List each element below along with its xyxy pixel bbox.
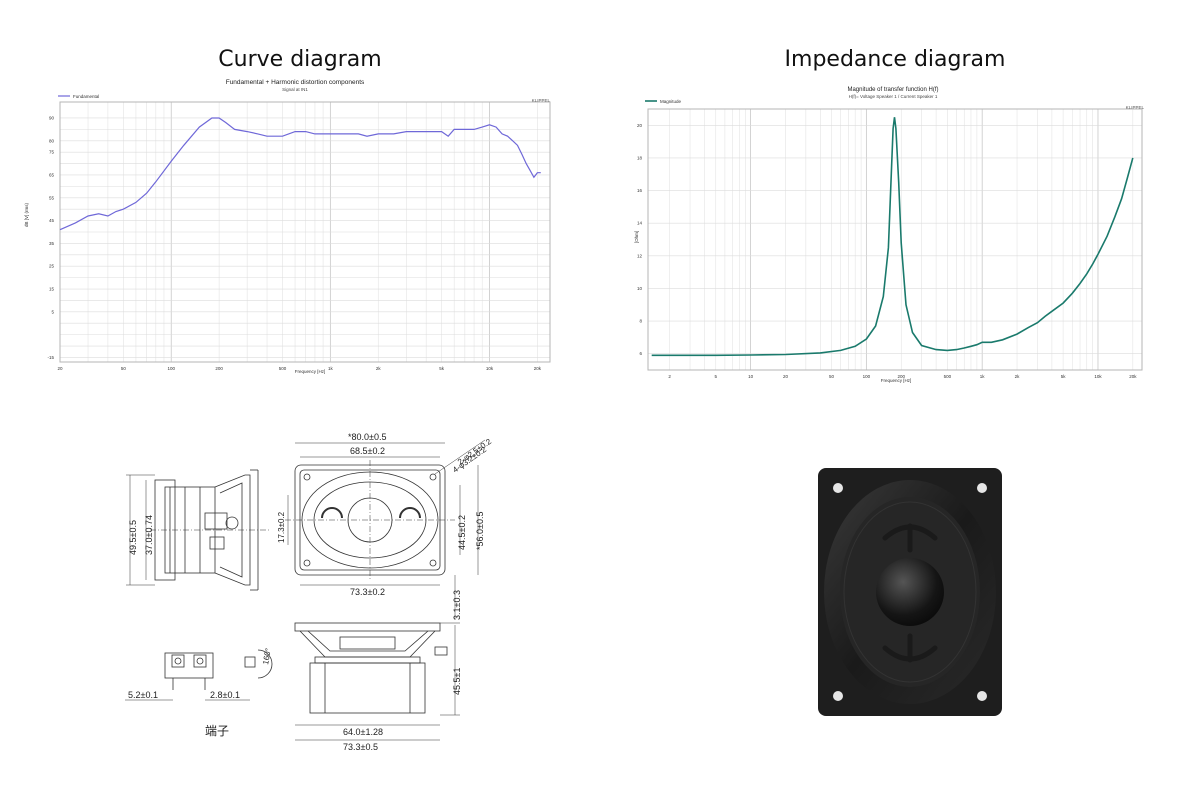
- x-tick-label: 5: [714, 374, 717, 379]
- y-tick-label: 8: [639, 319, 642, 324]
- y-tick-label: 20: [637, 123, 643, 128]
- series-line-magnitude: [651, 117, 1134, 357]
- top-view: [285, 439, 486, 586]
- speaker-photo: [818, 468, 1002, 716]
- x-tick-label: 100: [167, 366, 175, 371]
- frequency-response-chart: 20 50 100 200 500 1k 2k 5k 10k 20k 90 80 75 65 55 45 35 2…: [20, 75, 560, 375]
- y-tick-label: 6: [639, 351, 642, 356]
- mount-hole: [977, 691, 987, 701]
- y-tick-label: 12: [637, 253, 643, 258]
- chart-grid: [59, 102, 550, 362]
- mount-hole: [833, 483, 843, 493]
- dim-width-68: 68.5±0.2: [350, 446, 385, 456]
- dim-44: 44.5±0.2: [457, 515, 467, 550]
- front-view: [294, 575, 460, 741]
- dim-terminal-2-8: 2.8±0.1: [210, 690, 240, 700]
- x-tick-label: 50: [121, 366, 127, 371]
- x-tick-label: 100: [863, 374, 871, 379]
- x-axis-label: Frequency [Hz]: [881, 378, 912, 383]
- x-axis-label: Frequency [Hz]: [295, 369, 326, 374]
- impedance-diagram-title: Impedance diagram: [784, 47, 1006, 72]
- dim-17: 17.3±0.2: [277, 511, 286, 543]
- terminal-drawing: [125, 649, 273, 701]
- x-tick-label: 1k: [328, 366, 334, 371]
- y-tick-label: 75: [49, 150, 55, 155]
- x-tick-label: 10k: [1094, 374, 1102, 379]
- legend-label: Fundamental: [73, 94, 99, 99]
- plot-frame: [647, 108, 1143, 371]
- x-tick-label: 200: [215, 366, 223, 371]
- curve-diagram-title: Curve diagram: [218, 47, 382, 72]
- y-tick-label: 10: [637, 286, 643, 291]
- x-tick-label: 2k: [1015, 374, 1021, 379]
- chart-brand: KLIPPEL: [1126, 105, 1145, 110]
- y-tick-label: 25: [49, 264, 55, 269]
- dim-56: *56.0±0.5: [475, 512, 485, 550]
- x-tick-label: 20k: [1129, 374, 1137, 379]
- x-tick-label: 200: [897, 374, 905, 379]
- dim-3-1: 3.1±0.3: [452, 590, 462, 620]
- y-axis-label: [Ohm]: [634, 231, 639, 243]
- chart-background: [618, 82, 1152, 387]
- x-tick-label: 500: [279, 366, 287, 371]
- terminal-label: 端子: [205, 724, 229, 738]
- y-tick-label: 35: [49, 241, 55, 246]
- x-tick-label: 20: [783, 374, 789, 379]
- x-tick-label: 20k: [534, 366, 542, 371]
- dim-terminal-5-2: 5.2±0.1: [128, 690, 158, 700]
- dust-cap: [876, 558, 944, 626]
- x-tick-label: 10k: [486, 366, 494, 371]
- y-tick-label: 15: [49, 287, 55, 292]
- mount-hole: [833, 691, 843, 701]
- y-tick-label: 65: [49, 172, 55, 177]
- tick-labels: 2 5 10 20 50 100 200 500 1k 2k 5k 10k 20k 6 8 10 12 14 16 1…: [637, 123, 1137, 379]
- chart-background: [20, 75, 560, 375]
- y-tick-label: 14: [637, 221, 643, 226]
- plot-frame: [59, 101, 551, 363]
- y-tick-label: 45: [49, 218, 55, 223]
- y-tick-label: 16: [637, 188, 643, 193]
- x-tick-label: 10: [748, 374, 754, 379]
- dim-49: 49.5±0.5: [128, 520, 138, 555]
- x-tick-label: 50: [829, 374, 835, 379]
- dim-64: 64.0±1.28: [343, 727, 383, 737]
- dim-45: 45.5±1: [452, 668, 462, 695]
- legend-label: Magnitude: [660, 99, 682, 104]
- dim-angle: 160°: [261, 647, 273, 665]
- side-view: [126, 469, 270, 591]
- x-tick-label: 1k: [980, 374, 986, 379]
- chart-title: Fundamental + Harmonic distortion compon…: [226, 79, 365, 86]
- y-tick-label: 90: [49, 115, 55, 120]
- tick-labels: 20 50 100 200 500 1k 2k 5k 10k 20k 90 80 75 65 55 45 35 2…: [47, 115, 541, 371]
- dim-37: 37.0±0.74: [144, 515, 154, 555]
- y-axis-label: dB [V] (rms): [24, 203, 29, 228]
- chart-subtitle: Signal at IN1: [282, 87, 308, 92]
- chart-subtitle: H(f)= Voltage Speaker 1 / Current Speake…: [849, 94, 938, 99]
- impedance-chart: 2 5 10 20 50 100 200 500 1k 2k 5k 10k 20k 6 8 10 12 14 16 1…: [618, 82, 1152, 387]
- series-line-fundamental: [59, 117, 541, 231]
- x-tick-label: 2: [668, 374, 671, 379]
- y-tick-label: 5: [51, 309, 54, 314]
- chart-title: Magnitude of transfer function H(f): [847, 87, 938, 93]
- chart-grid: [648, 109, 1142, 370]
- chart-brand: KLIPPEL: [532, 98, 551, 103]
- x-tick-label: 20: [57, 366, 63, 371]
- speaker-technical-drawing: *80.0±0.5 68.5±0.2 2-φ2.5±0.2 4-φ3.2±0.2…: [125, 432, 493, 752]
- x-tick-label: 500: [944, 374, 952, 379]
- dim-73-top: 73.3±0.2: [350, 587, 385, 597]
- x-tick-label: 2k: [376, 366, 382, 371]
- dim-width-80: *80.0±0.5: [348, 432, 386, 442]
- y-tick-label: 55: [49, 195, 55, 200]
- y-tick-label: 18: [637, 155, 643, 160]
- y-tick-label: -15: [47, 355, 54, 360]
- y-tick-label: 80: [49, 138, 55, 143]
- x-tick-label: 5k: [439, 366, 445, 371]
- x-tick-label: 5k: [1061, 374, 1067, 379]
- mount-hole: [977, 483, 987, 493]
- dim-73-front: 73.3±0.5: [343, 742, 378, 752]
